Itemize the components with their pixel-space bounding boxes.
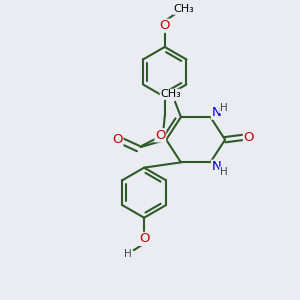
Text: CH₃: CH₃	[173, 4, 194, 14]
Text: N: N	[212, 160, 221, 173]
Text: N: N	[212, 106, 221, 119]
Text: H: H	[124, 249, 132, 259]
Text: O: O	[243, 131, 254, 144]
Text: H: H	[220, 103, 227, 112]
Text: O: O	[160, 19, 170, 32]
Text: O: O	[139, 232, 149, 245]
Text: O: O	[155, 129, 166, 142]
Text: O: O	[112, 133, 123, 146]
Text: CH₃: CH₃	[160, 89, 181, 99]
Text: H: H	[220, 167, 227, 177]
